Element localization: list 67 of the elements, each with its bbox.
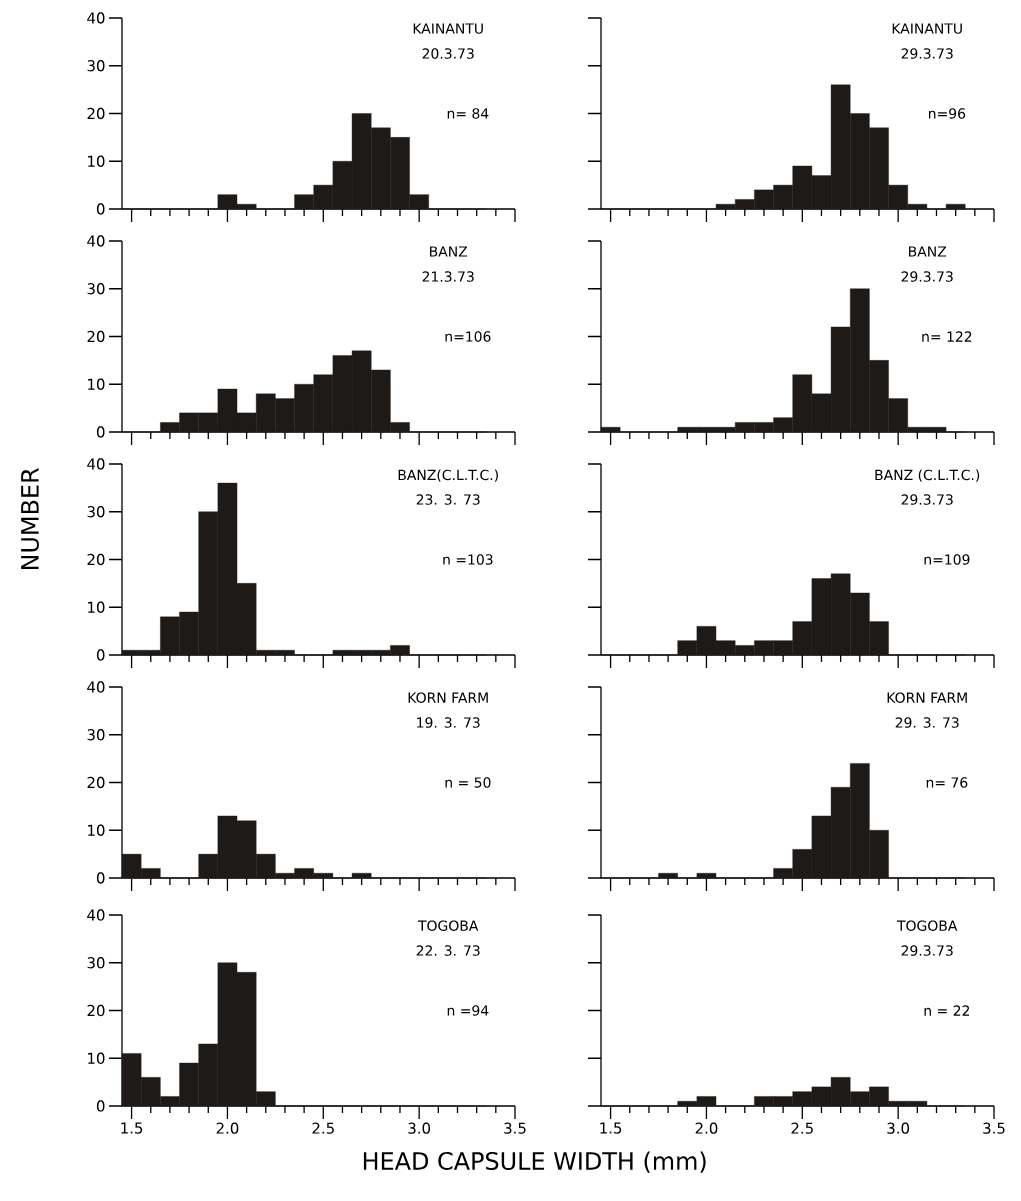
y-tick-label: 40 [87,235,105,247]
y-tick-label: 30 [87,506,105,518]
y-tick-label: 20 [87,107,105,120]
text: 29. 3. 73 [895,717,959,728]
y-tick-label: 20 [87,330,105,343]
y-tick-label: 0 [96,426,105,438]
x-tick-label: 2.5 [791,1122,813,1134]
chart-title: TOGOBA [417,920,479,931]
chart-title: BANZ (C.L.T.C.) [875,469,980,482]
y-tick-label: 0 [96,1100,105,1112]
x-tick-label: 2.0 [216,1122,239,1134]
x-tick-label: 3.0 [887,1122,910,1134]
annotation: n=96 [928,108,966,119]
y-tick-label: 40 [87,909,105,921]
annotation: n=106 [445,331,491,342]
y-tick-label: 40 [87,681,105,693]
y-tick-label: 10 [88,155,105,167]
y-axis-title: NUMBER [21,468,39,570]
y-tick-label: 10 [88,1052,105,1064]
y-tick-label: 10 [88,378,105,390]
annotation: n = 22 [924,1005,970,1016]
annotation: n= 122 [922,331,972,342]
annotation: n =103 [443,554,493,565]
y-tick-label: 30 [87,729,105,741]
chart-title: BANZ [430,246,468,257]
annotation: n =94 [447,1005,489,1016]
x-axis-title: HEAD CAPSULE WIDTH (mm) [363,1151,706,1173]
y-tick-label: 10 [88,601,105,613]
y-tick-label: 20 [87,776,105,789]
x-tick-label: 1.5 [121,1122,143,1134]
annotation: n=109 [924,554,970,565]
chart-title: TOGOBA [896,920,958,931]
chart-title: BANZ(C.L.T.C.) [398,469,498,482]
x-tick-label: 3.5 [983,1122,1005,1134]
x-tick-label: 1.5 [600,1122,622,1134]
text: 19. 3. 73 [417,717,480,728]
x-tick-label: 2.0 [695,1122,718,1134]
chart-title: KORN FARM [887,692,967,703]
y-tick-label: 40 [87,12,105,24]
text: 22. 3. 73 [416,945,480,956]
chart-title: KAINANTU [892,23,962,34]
y-tick-label: 30 [87,283,105,295]
text: 29.3.73 [901,271,953,282]
y-tick-label: 0 [96,649,105,661]
chart-title: KAINANTU [413,23,483,34]
text: 29.3.73 [901,48,953,59]
x-tick-label: 3.5 [504,1122,526,1134]
text: 21.3.73 [422,271,474,282]
y-tick-label: 20 [87,553,105,566]
y-tick-label: 30 [87,957,105,969]
y-tick-label: 0 [96,872,105,884]
y-tick-label: 20 [87,1004,105,1017]
annotation: n = 50 [445,777,491,788]
y-tick-label: 10 [88,824,105,836]
annotation: n= 76 [926,777,968,788]
text: 29.3.73 [901,494,953,505]
text: 23. 3. 73 [416,494,480,505]
annotation: n= 84 [447,108,489,119]
text: 20.3.73 [422,48,474,59]
y-tick-label: 30 [87,60,105,72]
x-tick-label: 2.5 [312,1122,334,1134]
y-tick-label: 40 [87,458,105,470]
x-tick-label: 3.0 [408,1122,431,1134]
text: 29.3.73 [901,945,953,956]
chart-title: BANZ [909,246,947,257]
y-tick-label: 0 [96,203,105,215]
chart-title: KORN FARM [408,692,488,703]
